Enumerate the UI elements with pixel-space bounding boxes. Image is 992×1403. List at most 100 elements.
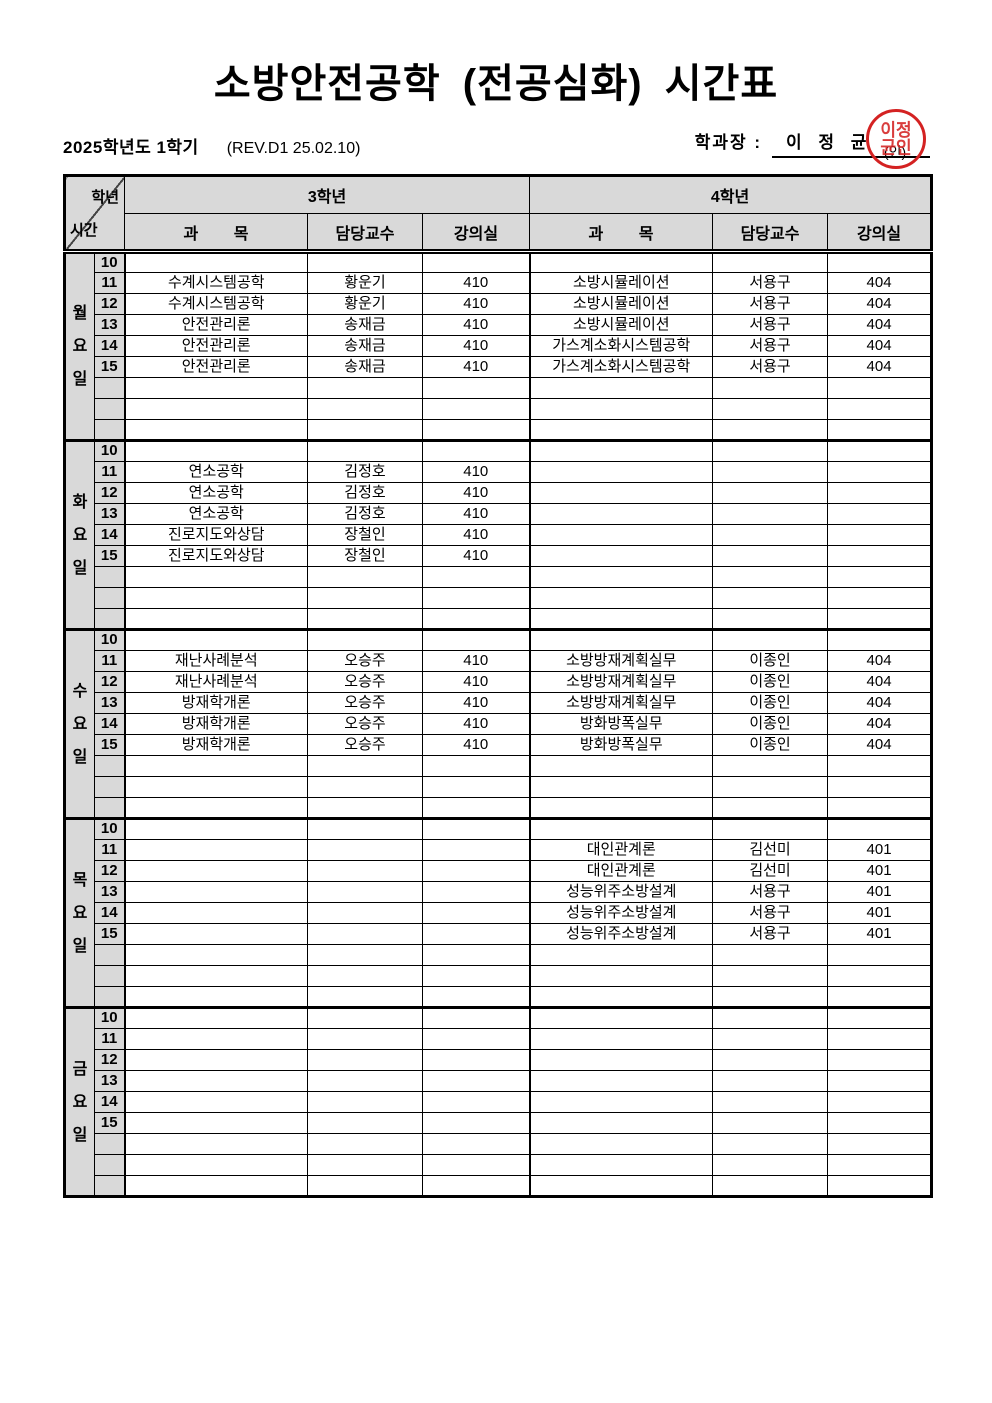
g3-room-cell [421,608,531,630]
grade3-room-header: 강의실 [421,213,531,252]
g3-professor-cell [307,587,423,609]
timetable-row: 화 요 일 10 [64,440,933,630]
g3-subject-cell: 방재학개론 [124,692,308,714]
g3-subject-cell: 진로지도와상담 [124,545,308,567]
day-label: 화 요 일 [64,440,95,630]
g3-subject-cell [124,881,308,903]
timetable-row: 11 [65,1028,933,1050]
g3-room-cell: 410 [421,545,531,567]
g4-room-cell [827,755,933,777]
g3-professor-cell [307,1070,423,1092]
g3-subject-cell [124,608,308,630]
g3-subject-cell: 연소공학 [124,461,308,483]
g3-professor-cell: 김정호 [307,461,423,483]
g4-room-cell [827,1091,933,1113]
g4-professor-cell: 이종인 [712,734,829,756]
timetable-row [65,377,933,399]
grade4-professor-header: 담당교수 [712,213,829,252]
g3-subject-cell: 방재학개론 [124,713,308,735]
g4-professor-cell: 이종인 [712,692,829,714]
g4-professor-cell: 서용구 [712,314,829,336]
timetable-row [65,944,933,966]
time-cell: 12 [94,671,126,693]
g4-room-cell [827,1154,933,1176]
g3-room-cell [421,797,531,819]
g4-room-cell [827,524,933,546]
g3-room-cell [421,755,531,777]
g3-professor-cell [307,1028,423,1050]
g3-professor-cell: 오승주 [307,734,423,756]
g4-professor-cell [712,818,829,840]
g3-subject-cell [124,398,308,420]
g4-room-cell [827,965,933,987]
g3-subject-cell: 방재학개론 [124,734,308,756]
g4-subject-cell [528,608,714,630]
time-cell [94,398,126,420]
timetable-row [65,1154,933,1176]
g3-room-cell [421,839,531,861]
g3-subject-cell [124,1133,308,1155]
g3-subject-cell: 수계시스템공학 [124,272,308,294]
g4-subject-cell [528,1112,714,1134]
g3-room-cell [421,1133,531,1155]
g4-professor-cell [712,1112,829,1134]
g3-professor-cell [307,1049,423,1071]
g3-room-cell [421,881,531,903]
g3-room-cell: 410 [421,692,531,714]
timetable-row: 월 요 일 10 [64,251,933,441]
g4-subject-cell: 방화방폭실무 [528,713,714,735]
g4-professor-cell [712,797,829,819]
g4-subject-cell [528,503,714,525]
g4-subject-cell [528,482,714,504]
g3-room-cell [421,566,531,588]
g4-subject-cell: 성능위주소방설계 [528,881,714,903]
g3-professor-cell [307,818,423,840]
timetable-row: 12 연소공학 김정호 410 [65,482,933,504]
g4-room-cell: 404 [827,713,933,735]
timetable-row: 15 진로지도와상담 장철인 410 [65,545,933,567]
timetable-row: 목 요 일 10 [64,818,933,1008]
g4-professor-cell [712,1175,829,1197]
g4-room-cell [827,776,933,798]
head-label: 학과장 : [694,133,762,152]
time-cell: 11 [94,650,126,672]
g4-room-cell: 404 [827,356,933,378]
timetable-row [65,986,933,1008]
timetable-row: 11 수계시스템공학 황운기 410 소방시뮬레이션 서용구 404 [65,272,933,294]
g4-subject-cell [528,1133,714,1155]
timetable-row: 14 [65,1091,933,1113]
g4-subject-cell [528,944,714,966]
g3-subject-cell [124,923,308,945]
g3-professor-cell [307,1175,423,1197]
g3-professor-cell [307,629,423,651]
g3-room-cell [421,377,531,399]
timetable-row: 15 성능위주소방설계 서용구 401 [65,923,933,945]
g4-room-cell [827,1070,933,1092]
g4-subject-cell: 소방방재계획실무 [528,650,714,672]
g4-room-cell: 404 [827,671,933,693]
timetable-row [65,419,933,441]
g3-subject-cell [124,419,308,441]
g3-subject-cell [124,1154,308,1176]
g3-subject-cell [124,1091,308,1113]
g4-room-cell [827,398,933,420]
g4-subject-cell [528,461,714,483]
g4-subject-cell: 소방방재계획실무 [528,671,714,693]
g4-subject-cell: 소방시뮬레이션 [528,314,714,336]
g3-room-cell [421,860,531,882]
g4-professor-cell: 서용구 [712,881,829,903]
g4-room-cell: 404 [827,734,933,756]
revision-label: (REV.D1 25.02.10) [226,140,361,157]
grade3-professor-header: 담당교수 [307,213,423,252]
g3-room-cell [421,986,531,1008]
grade3-subject-header: 과 목 [124,213,308,252]
g3-subject-cell: 연소공학 [124,503,308,525]
g4-room-cell: 401 [827,881,933,903]
g3-professor-cell: 오승주 [307,650,423,672]
timetable-row: 14 성능위주소방설계 서용구 401 [65,902,933,924]
meta-left: 2025학년도 1학기 (REV.D1 25.02.10) [63,133,360,158]
g4-subject-cell [528,566,714,588]
g4-subject-cell: 성능위주소방설계 [528,902,714,924]
